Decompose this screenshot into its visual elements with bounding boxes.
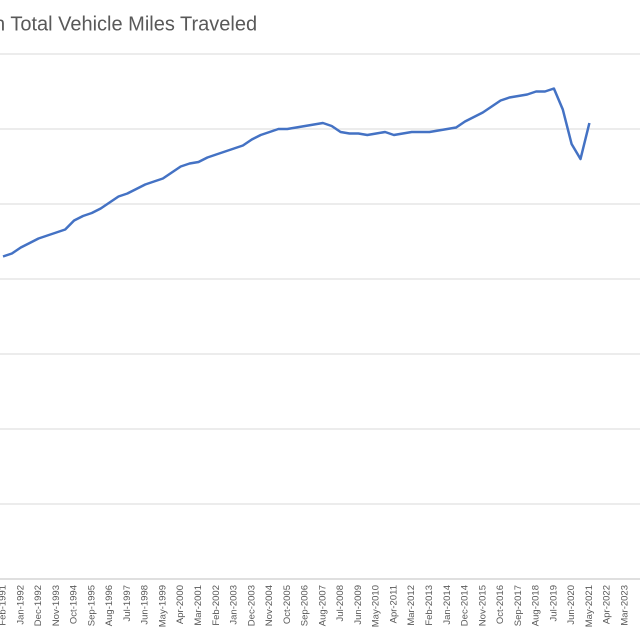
x-tick-label: Feb-2013 xyxy=(424,585,435,626)
x-tick-label: Jul-2008 xyxy=(335,585,346,621)
x-tick-label: Feb-2002 xyxy=(211,585,222,626)
x-tick-label: Oct-2005 xyxy=(282,585,293,624)
x-tick-label: Apr-2011 xyxy=(388,585,399,623)
x-tick-label: Apr-2000 xyxy=(175,585,186,624)
x-tick-label: Dec-2003 xyxy=(246,585,257,626)
x-tick-label: Aug-2007 xyxy=(317,585,328,626)
x-tick-label: Jun-2009 xyxy=(353,585,364,625)
x-tick-label: Oct-1994 xyxy=(69,585,80,624)
x-tick-label: Nov-2015 xyxy=(477,585,488,626)
x-tick-label: Sep-1995 xyxy=(86,585,97,626)
data-line xyxy=(2,87,591,258)
x-tick-label: Mar-2001 xyxy=(193,585,204,626)
x-tick-label: Mar-2023 xyxy=(619,585,630,626)
x-tick-label: Sep-2017 xyxy=(513,585,524,626)
x-tick-label: Nov-1993 xyxy=(51,585,62,626)
x-tick-label: Jan-1992 xyxy=(15,585,26,625)
x-tick-label: Mar-2012 xyxy=(406,585,417,626)
chart-title: n Total Vehicle Miles Traveled xyxy=(0,13,257,35)
x-tick-label: Jul-1997 xyxy=(122,585,133,621)
x-tick-label: May-1999 xyxy=(157,585,168,627)
x-tick-label: Jan-2003 xyxy=(229,585,240,625)
x-tick-label: Jul-2019 xyxy=(548,585,559,621)
x-tick-label: May-2021 xyxy=(584,585,595,627)
x-tick-label: Nov-2004 xyxy=(264,585,275,626)
x-tick-label: Aug-2018 xyxy=(531,585,542,626)
x-tick-label: Feb-1991 xyxy=(0,585,9,626)
x-tick-label: May-2010 xyxy=(371,585,382,627)
x-tick-label: Jan-2014 xyxy=(442,585,453,625)
x-tick-label: Jun-1998 xyxy=(140,585,151,625)
x-tick-label: Dec-1992 xyxy=(33,585,44,626)
x-tick-label: Oct-2016 xyxy=(495,585,506,624)
x-tick-label: Sep-2006 xyxy=(300,585,311,626)
x-tick-label: Dec-2014 xyxy=(460,585,471,626)
x-tick-label: Apr-2022 xyxy=(602,585,613,624)
x-tick-label: Jun-2020 xyxy=(566,585,577,625)
x-tick-label: Aug-1996 xyxy=(104,585,115,626)
